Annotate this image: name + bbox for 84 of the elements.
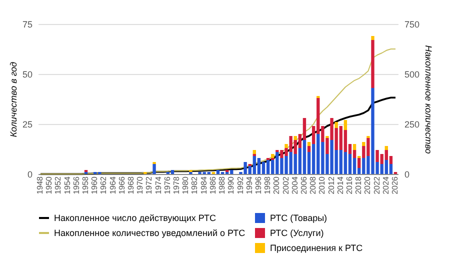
y-tick-label: 50: [22, 70, 32, 80]
x-tick-label: 1960: [90, 176, 100, 194]
x-tick-label: 1962: [99, 176, 108, 194]
x-tick-label: 1966: [117, 176, 126, 194]
x-tick-label: 2022: [372, 176, 382, 194]
bar: [344, 130, 348, 152]
bar: [294, 136, 297, 140]
x-tick-label: 2012: [326, 176, 336, 194]
bar: [371, 36, 374, 40]
line-series: [40, 48, 396, 174]
x-tick-label: 1980: [181, 176, 190, 194]
bar: [344, 152, 348, 174]
x-tick-label: 1964: [108, 176, 118, 194]
y2-tick-label: 500: [404, 70, 420, 80]
x-tick-label: 2004: [290, 176, 300, 194]
x-tick-label: 2002: [281, 176, 290, 194]
bar: [334, 122, 338, 128]
legend-label: Накопленное число действующих РТС: [54, 213, 216, 223]
x-tick-label: 1954: [62, 176, 72, 194]
x-tick-label: 2006: [299, 176, 308, 194]
y-tick-label: 75: [22, 20, 32, 30]
legend-label: РТС (Товары): [270, 213, 328, 223]
x-tick-label: 1982: [190, 176, 200, 194]
x-tick-label: 1986: [208, 176, 218, 194]
y-tick-label: 0: [27, 170, 32, 180]
x-tick-label: 1972: [144, 176, 154, 194]
x-tick-label: 1984: [199, 176, 208, 194]
x-tick-label: 1958: [81, 176, 90, 194]
bar: [352, 158, 356, 174]
x-tick-label: 1998: [263, 176, 272, 194]
bar: [307, 142, 311, 146]
bar: [389, 164, 393, 174]
x-tick-label: 1974: [154, 176, 163, 194]
x-tick-label: 2020: [363, 176, 372, 194]
bar: [371, 40, 374, 88]
x-tick-label: 1990: [226, 176, 236, 194]
x-tick-label: 2014: [336, 176, 345, 194]
x-tick-label: 1988: [218, 176, 227, 194]
y-tick-label: 25: [22, 120, 32, 130]
bar: [357, 158, 361, 168]
x-tick-label: 1978: [172, 176, 182, 194]
x-tick-label: 1976: [162, 176, 172, 194]
bar: [348, 154, 352, 174]
x-tick-label: 1996: [254, 176, 263, 194]
x-tick-label: 1956: [72, 176, 81, 194]
bar: [257, 158, 261, 174]
legend-label: Накопленное количество уведомлений о РТС: [54, 228, 246, 238]
y2-tick-label: 250: [404, 120, 420, 130]
x-tick-label: 2010: [318, 176, 327, 194]
bar: [262, 162, 266, 174]
line-series: [40, 96, 396, 175]
bar: [307, 146, 311, 152]
x-tick-label: 2000: [272, 176, 282, 194]
bar: [152, 164, 156, 174]
y2-tick-label: 0: [404, 170, 410, 180]
x-tick-label: 1992: [236, 176, 245, 194]
bar: [252, 156, 256, 174]
x-tick-label: 2016: [344, 176, 354, 194]
bar: [344, 120, 348, 130]
x-tick-label: 1970: [136, 176, 145, 194]
y2-axis-title: Накопленное количество: [424, 45, 434, 154]
y2-tick-label: 750: [404, 20, 420, 30]
x-tick-label: 2024: [381, 176, 390, 194]
x-tick-label: 2018: [354, 176, 364, 194]
bar: [266, 160, 270, 174]
x-tick-label: 1950: [44, 176, 54, 194]
x-tick-label: 1948: [36, 176, 45, 194]
bar: [384, 146, 388, 150]
bar: [271, 154, 274, 158]
x-tick-label: 2026: [390, 176, 400, 194]
bar: [170, 170, 174, 174]
legend-label: Присоединения к РТС: [270, 243, 364, 253]
x-tick-label: 1968: [126, 176, 136, 194]
bar: [252, 150, 256, 154]
x-tick-label: 1952: [54, 176, 63, 194]
bar: [284, 144, 288, 148]
bar: [302, 140, 306, 174]
y-axis-title: Количество в год: [8, 62, 18, 138]
bar: [352, 144, 356, 150]
bar: [216, 170, 220, 174]
x-tick-label: 1994: [244, 176, 254, 194]
legend-label: РТС (Услуги): [270, 228, 324, 238]
bar: [362, 142, 366, 146]
x-tick-label: 2008: [308, 176, 318, 194]
